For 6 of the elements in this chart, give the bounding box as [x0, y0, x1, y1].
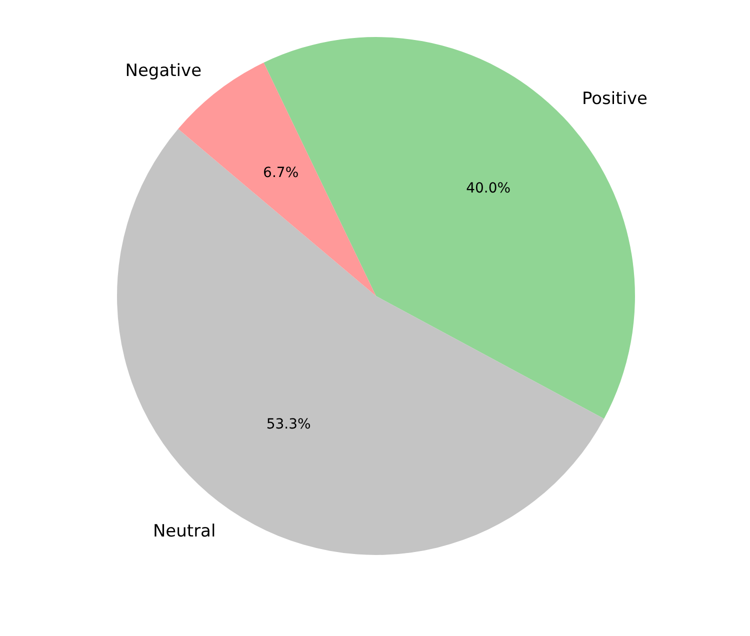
data-label: 6.7%: [263, 165, 299, 182]
data-label: 40.0%: [466, 180, 511, 197]
slice-label: Negative: [125, 60, 202, 81]
slice-label: Neutral: [152, 522, 216, 542]
data-label: 53.3%: [266, 416, 311, 432]
slice-label: Positive: [582, 89, 648, 110]
